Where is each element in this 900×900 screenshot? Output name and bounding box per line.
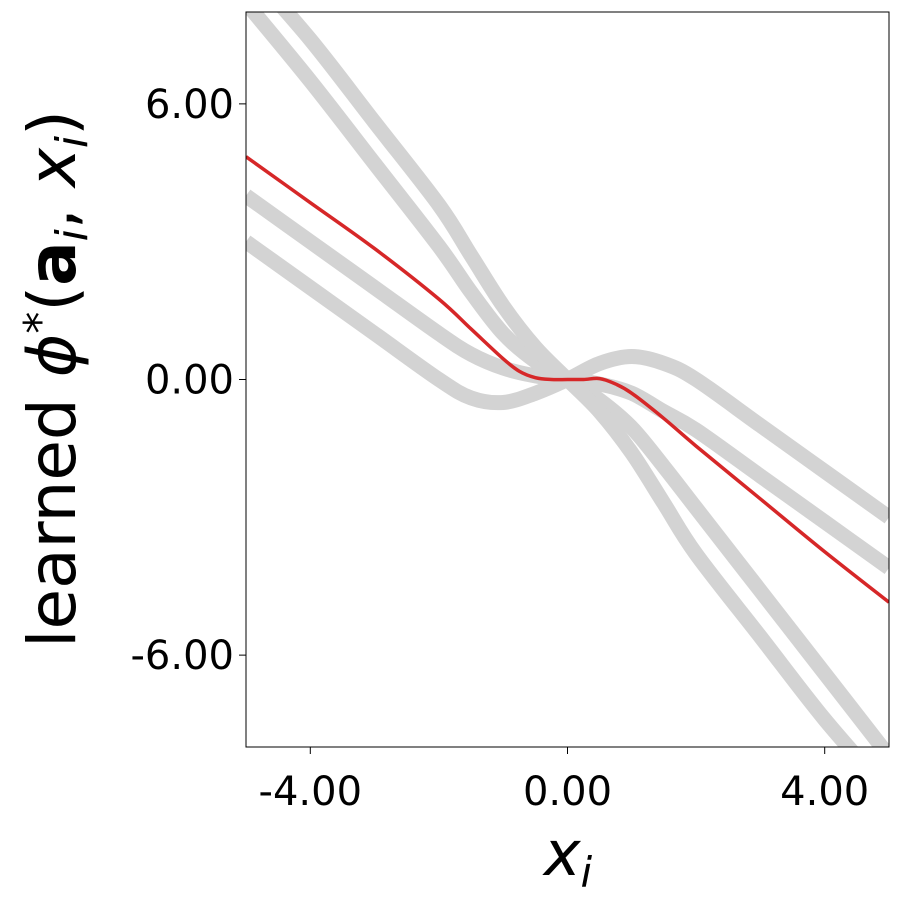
learned-curve-4 (246, 155, 889, 604)
y-axis-label-open: ( (14, 286, 91, 312)
x-tick-label-1: 0.00 (523, 769, 612, 815)
y-axis-label-comma: , (14, 187, 91, 229)
y-tick-label-2: 6.00 (145, 82, 234, 128)
x-tick-label-0: -4.00 (259, 769, 363, 815)
x-tick-label-2: 4.00 (780, 769, 869, 815)
y-axis-label-close: ) (14, 110, 91, 136)
series-layer (246, 12, 889, 747)
x-axis-label-sub: i (581, 848, 593, 897)
y-axis-label-x-sub: i (47, 135, 98, 148)
y-axis-label-x: x (14, 147, 91, 189)
x-axis-label-main: x (542, 817, 582, 890)
y-axis-label-a-sub: i (47, 228, 98, 241)
y-axis-label-a: a (14, 241, 91, 286)
y-axis-label-star: * (15, 312, 66, 334)
y-axis-label-prefix: learned (14, 377, 91, 648)
y-tick-label-1: 0.00 (145, 358, 234, 404)
y-axis-label: learned ϕ*(ai, xi) (14, 110, 98, 648)
x-axis-label: xi (542, 817, 593, 897)
y-tick-label-0: -6.00 (131, 633, 235, 679)
y-axis-label-phi: ϕ (14, 334, 91, 378)
ticks-layer: -4.00 0.00 4.00 -6.00 0.00 6.00 (131, 82, 870, 815)
